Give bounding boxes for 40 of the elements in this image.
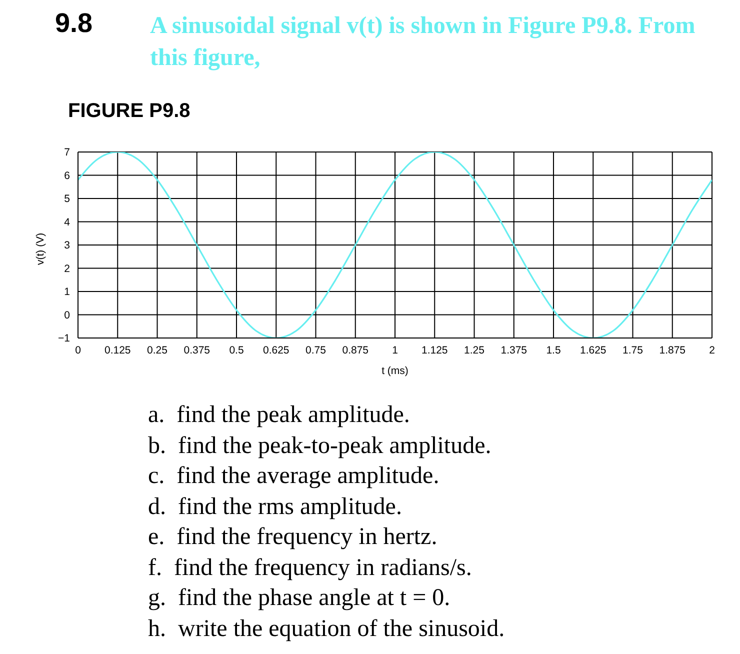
x-tick-label: 1.75 bbox=[622, 344, 644, 356]
y-axis-title: v(t) (V) bbox=[34, 232, 47, 265]
text: d. find the rms amplitude. bbox=[148, 492, 403, 522]
y-tick-label: 0 bbox=[64, 309, 70, 322]
y-tick-label: 1 bbox=[64, 286, 70, 298]
x-axis-title: t (ms) bbox=[382, 365, 408, 377]
text: g. find the phase angle at t = 0. bbox=[148, 584, 452, 613]
x-tick-label: 0.25 bbox=[147, 344, 168, 356]
text: f. find the frequency in radians/s. bbox=[148, 554, 473, 582]
line-series bbox=[78, 152, 712, 338]
text: 9.8 bbox=[55, 8, 93, 39]
caption: FIGURE P9.8 bbox=[68, 100, 190, 123]
x-tick-label: 0.75 bbox=[306, 344, 326, 356]
text: b. find the peak-to-peak amplitude. bbox=[148, 432, 492, 460]
x-tick-label: 0.875 bbox=[342, 344, 369, 356]
x-tick-label: 1.25 bbox=[464, 344, 485, 356]
x-tick-label: 1.625 bbox=[580, 344, 606, 356]
text: h. write the equation of the sinusoid. bbox=[148, 614, 505, 644]
chart-title: A sinusoidal signal v(t) is shown in Figure P9.8. From this figure, bbox=[150, 12, 696, 73]
x-tick-label: 1.5 bbox=[546, 344, 561, 356]
x-tick-label: 1.375 bbox=[500, 344, 528, 356]
x-tick-label: 0.125 bbox=[104, 344, 131, 356]
y-tick-label: 6 bbox=[64, 170, 70, 182]
x-tick-label: 1.125 bbox=[421, 344, 448, 356]
x-tick-label: 0.375 bbox=[184, 344, 210, 356]
x-tick-label: 1.875 bbox=[659, 344, 686, 356]
x-tick-label: 0.5 bbox=[229, 344, 244, 356]
y-tick-label: 3 bbox=[64, 240, 70, 252]
text: c. find the average amplitude. bbox=[148, 462, 440, 491]
text: e. find the frequency in hertz. bbox=[148, 523, 438, 552]
x-tick-label: 0.625 bbox=[262, 344, 290, 356]
x-tick-label: 0 bbox=[75, 344, 82, 356]
y-tick-label: −1 bbox=[58, 332, 70, 345]
y-tick-label: 2 bbox=[64, 262, 70, 275]
y-tick-label: 7 bbox=[64, 146, 70, 159]
text: a. find the peak amplitude. bbox=[148, 401, 411, 430]
x-tick-label: 1 bbox=[392, 344, 398, 356]
y-tick-label: 5 bbox=[64, 193, 70, 206]
x-tick-label: 2 bbox=[709, 344, 716, 356]
y-tick-label: 4 bbox=[64, 216, 70, 228]
